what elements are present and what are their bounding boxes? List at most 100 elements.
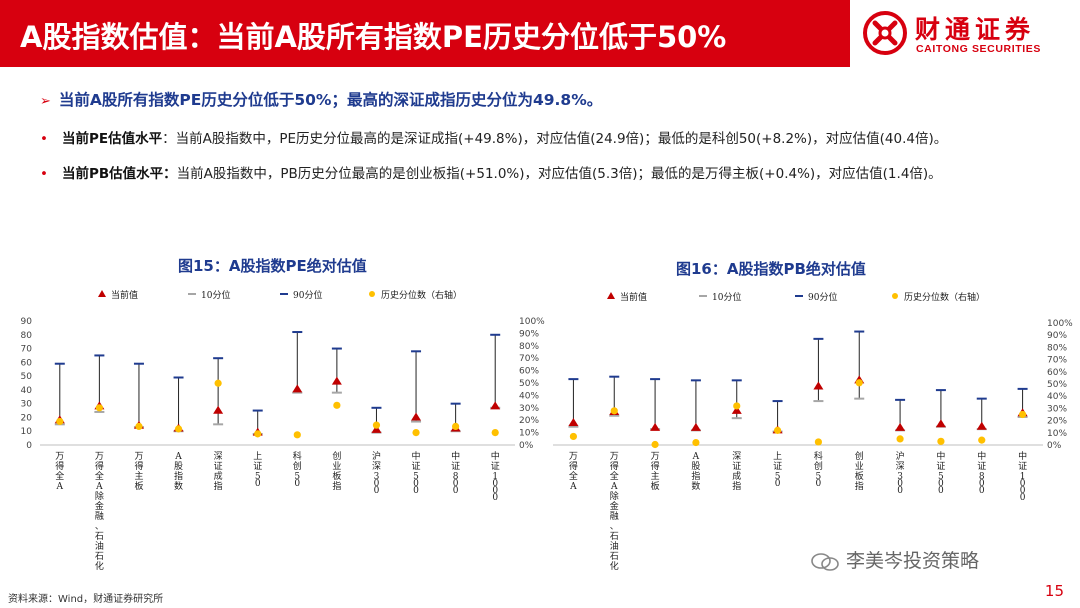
brand-logo: 财通证券 CAITONG SECURITIES	[850, 0, 1080, 67]
category-label: 科创 5 0	[293, 450, 302, 489]
category-label: 中证 8 0 0	[977, 450, 986, 496]
percentile-point	[95, 404, 103, 412]
category-label: 万得全 A 除金融、石油石化	[95, 452, 104, 572]
right-axis-tick-label: 20%	[1047, 417, 1067, 427]
current-value-point	[690, 422, 701, 431]
category-label: 万得全 A	[55, 452, 64, 492]
percentile-point	[412, 429, 420, 437]
category-label: 中证 5 0 0	[412, 450, 421, 496]
legend-label: 历史分位数（右轴）	[381, 289, 462, 301]
percentile-point	[254, 430, 262, 438]
right-axis-tick-label: 0%	[1047, 441, 1062, 451]
page-title: A股指数估值：当前A股所有指数PE历史分位低于50%	[20, 20, 727, 54]
legend-triangle-icon	[98, 290, 106, 297]
watermark: 李美岑投资策略	[810, 546, 979, 573]
percentile-point	[978, 436, 986, 444]
percentile-point	[814, 438, 823, 446]
category-label: 中证 8 0 0	[451, 450, 460, 496]
left-axis-tick-label: 70	[21, 345, 33, 355]
left-axis-tick-label: 50	[21, 372, 33, 382]
category-label: 万得主板	[134, 452, 143, 492]
legend-label: 10分位	[201, 289, 230, 301]
category-label: 深证成指	[214, 451, 223, 492]
left-axis-tick-label: 30	[21, 400, 33, 410]
right-axis-tick-label: 30%	[519, 404, 539, 414]
left-axis-tick-label: 0	[26, 441, 32, 451]
legend-label: 当前值	[111, 289, 138, 301]
chart-pe: 当前值 10分位 90分位 历史分位数（右轴） 0 10 20 30 40 50 60 70 80 90 0…	[21, 289, 545, 572]
left-axis-tick-label: 10	[21, 427, 33, 437]
right-axis-tick-label: 60%	[1047, 368, 1067, 378]
percentile-point	[855, 379, 863, 387]
category-label: 中证 1 0 0 0	[491, 450, 500, 503]
legend-label: 10分位	[712, 291, 741, 303]
caitong-logo-icon	[863, 11, 907, 55]
current-value-point	[568, 418, 579, 427]
arrow-bullet-icon: ➢	[40, 94, 51, 109]
current-value-point	[292, 384, 303, 393]
right-axis-tick-label: 10%	[1047, 429, 1067, 439]
right-axis-tick-label: 40%	[519, 391, 539, 401]
category-label: 沪深 3 0 0	[372, 450, 381, 496]
right-axis-tick-label: 30%	[1047, 404, 1067, 414]
chart-pb: 当前值 10分位 90分位 历史分位数（右轴） 0% 10% 20% 30% 40% 50% 60%…	[553, 291, 1073, 572]
left-axis-tick-label: 90	[21, 317, 33, 327]
legend-label: 90分位	[293, 289, 322, 301]
category-label: 科创 5 0	[814, 450, 823, 489]
percentile-point	[452, 422, 460, 430]
legend-label: 90分位	[808, 291, 837, 303]
bullet-pe-label: 当前PE估值水平	[61, 131, 163, 147]
right-axis-tick-label: 70%	[519, 354, 539, 364]
bullet-pb-label: 当前PB估值水平：	[61, 166, 177, 182]
category-label: 万得主板	[651, 452, 660, 492]
category-label: 沪深 3 0 0	[896, 450, 905, 496]
right-axis-tick-label: 100%	[1047, 319, 1073, 329]
current-value-point	[371, 424, 382, 433]
right-axis-tick-label: 70%	[1047, 356, 1067, 366]
percentile-point	[1018, 410, 1027, 419]
legend-label: 当前值	[620, 291, 647, 303]
summary-headline: ➢ 当前A股所有指数PE历史分位低于50%；最高的深证成指历史分位为49.8%。	[40, 88, 602, 110]
percentile-point	[610, 407, 618, 415]
current-value-point	[935, 419, 946, 428]
percentile-point	[135, 422, 143, 430]
percentile-point	[896, 435, 904, 443]
category-label: 万得全 A 除金融、石油石化	[610, 452, 619, 572]
legend-label: 历史分位数（右轴）	[904, 291, 985, 303]
chart-pb-title: 图16：A股指数PB绝对估值	[676, 260, 866, 278]
percentile-point	[56, 417, 64, 426]
current-value-point	[976, 421, 987, 430]
bullet-pb-text: 当前A股指数中，PB历史分位最高的是创业板指(+51.0%)，对应估值(5.3倍…	[176, 166, 942, 182]
right-axis-tick-label: 60%	[519, 367, 539, 377]
bullet-dot-icon: •	[40, 166, 48, 182]
category-label: 创业板指	[332, 450, 341, 492]
legend-circle-icon	[892, 293, 898, 299]
bullet-pb: • 当前PB估值水平：当前A股指数中，PB历史分位最高的是创业板指(+51.0%)…	[40, 162, 942, 182]
right-axis-tick-label: 50%	[1047, 380, 1067, 390]
watermark-text: 李美岑投资策略	[846, 550, 980, 572]
percentile-point	[333, 401, 341, 409]
percentile-point	[651, 440, 659, 449]
right-axis-tick-label: 100%	[519, 317, 545, 327]
bullet-pe: • 当前PE估值水平：当前A股指数中，PE历史分位最高的是深证成指(+49.8%)…	[40, 127, 947, 147]
current-value-point	[895, 422, 906, 431]
percentile-point	[174, 425, 183, 433]
current-value-point	[213, 405, 224, 414]
right-axis-tick-label: 50%	[519, 379, 539, 389]
legend-circle-icon	[369, 291, 375, 297]
percentile-point	[692, 438, 700, 447]
left-axis-tick-label: 20	[21, 413, 33, 423]
percentile-point	[293, 431, 301, 439]
category-label: 上证 5 0	[773, 451, 782, 489]
current-value-point	[331, 376, 342, 385]
logo-english-text: CAITONG SECURITIES	[916, 43, 1041, 55]
left-axis-tick-label: 40	[21, 386, 33, 396]
headline-text: 当前A股所有指数PE历史分位低于50%；最高的深证成指历史分位为49.8%。	[58, 91, 603, 109]
right-axis-tick-label: 80%	[1047, 343, 1067, 353]
percentile-point	[937, 437, 945, 445]
left-axis-tick-label: 60	[21, 358, 33, 368]
category-label: 创业板指	[855, 450, 864, 492]
source-note: 资料来源：Wind，财通证券研究所	[8, 594, 164, 605]
category-label: A 股指数	[174, 452, 183, 492]
category-label: 中证 5 0 0	[936, 450, 945, 496]
